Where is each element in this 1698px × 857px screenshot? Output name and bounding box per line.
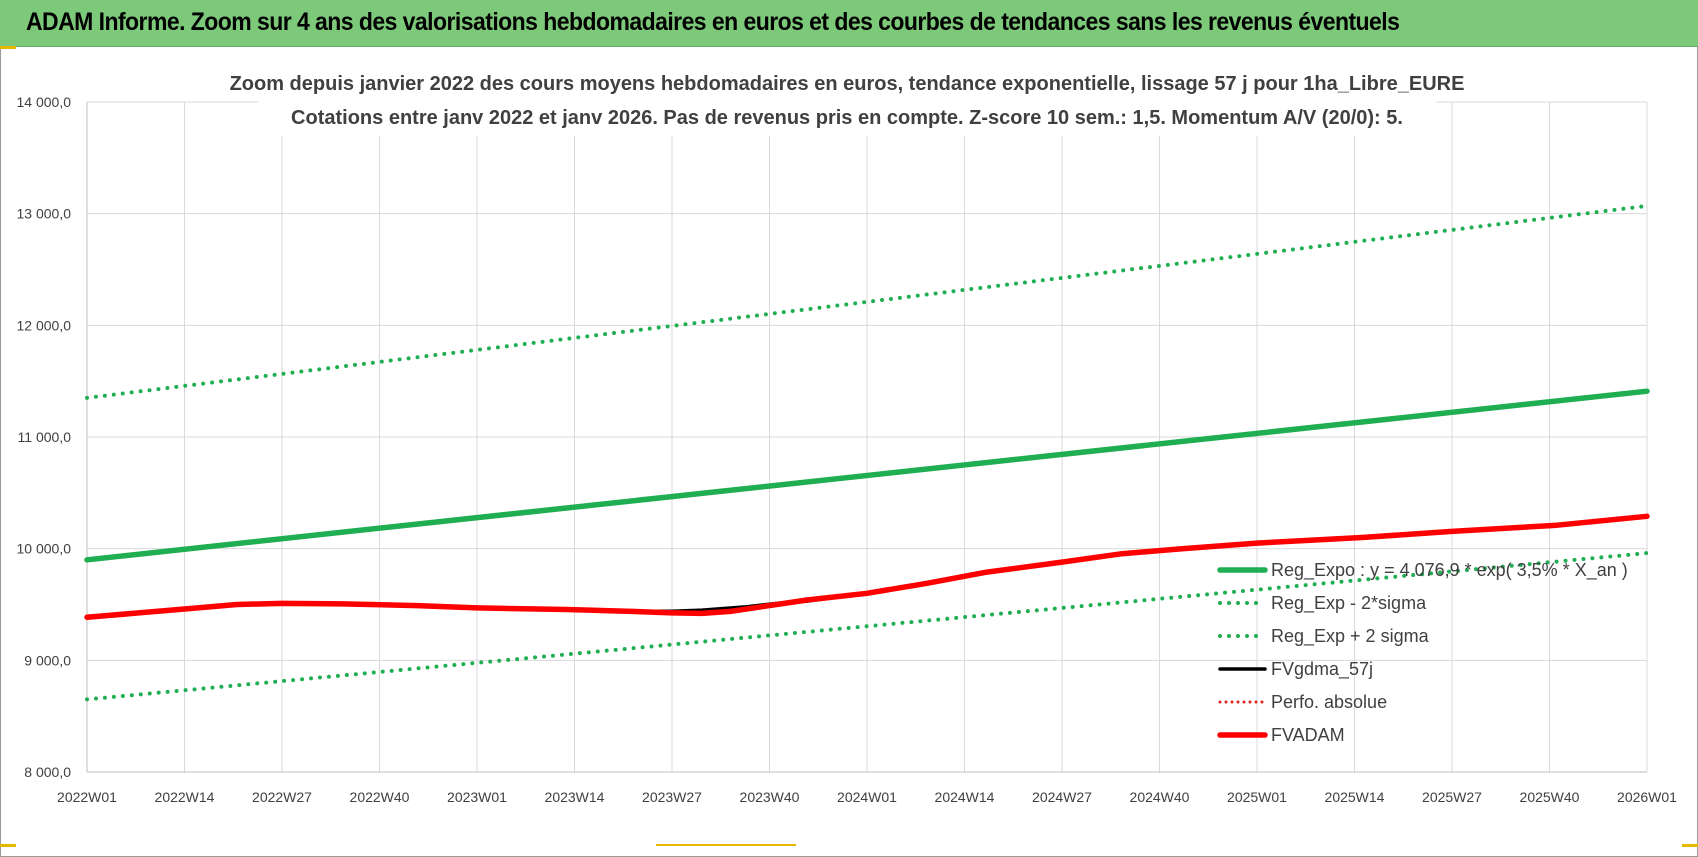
banner-title: ADAM Informe. Zoom sur 4 ans des valoris…: [26, 8, 1400, 36]
chart-title-line-2: Cotations entre janv 2022 et janv 2026. …: [291, 107, 1403, 129]
legend: Reg_Expo : y = 4 076,9 * exp( 3,5% * X_a…: [1217, 560, 1628, 745]
x-tick-label: 2025W27: [1422, 789, 1482, 805]
legend-label: FVgdma_57j: [1271, 659, 1373, 680]
x-tick-label: 2022W14: [155, 789, 215, 805]
x-tick-label: 2024W40: [1130, 789, 1190, 805]
corner-mark-bottom-right: [1682, 844, 1698, 847]
y-tick-label: 10 000,0: [17, 541, 72, 557]
x-tick-label: 2024W14: [935, 789, 995, 805]
x-tick-label: 2023W14: [545, 789, 605, 805]
grid-lines: [86, 101, 1648, 772]
x-tick-label: 2023W27: [642, 789, 702, 805]
series-line-5: [84, 513, 1650, 621]
series-line-1: [85, 551, 1649, 702]
legend-label: Perfo. absolue: [1271, 692, 1387, 712]
series-line-0: [84, 388, 1650, 563]
corner-mark-bottom-center: [656, 844, 796, 846]
chart-title-backdrop: [258, 64, 1436, 136]
chart-title-line-1: Zoom depuis janvier 2022 des cours moyen…: [230, 73, 1465, 95]
x-tick-label: 2024W01: [837, 789, 897, 805]
x-tick-label: 2025W01: [1227, 789, 1287, 805]
series-line-2: [85, 203, 1649, 400]
legend-label: Reg_Exp + 2 sigma: [1271, 626, 1430, 647]
legend-label: Reg_Exp - 2*sigma: [1271, 593, 1427, 614]
y-tick-label: 11 000,0: [18, 429, 72, 445]
y-tick-label: 9 000,0: [24, 652, 71, 668]
axes: [86, 102, 1647, 773]
y-tick-label: 12 000,0: [17, 317, 72, 333]
x-tick-label: 2022W40: [350, 789, 410, 805]
x-tick-label: 2022W01: [57, 789, 117, 805]
corner-mark-top-left: [0, 46, 16, 49]
x-tick-label: 2024W27: [1032, 789, 1092, 805]
x-tick-label: 2023W40: [740, 789, 800, 805]
x-tick-label: 2025W14: [1325, 789, 1385, 805]
x-tick-label: 2025W40: [1520, 789, 1580, 805]
y-tick-label: 13 000,0: [17, 206, 72, 222]
series-group: [84, 203, 1650, 702]
x-tick-label: 2023W01: [447, 789, 507, 805]
title-banner: ADAM Informe. Zoom sur 4 ans des valoris…: [0, 0, 1698, 47]
x-tick-label: 2022W27: [252, 789, 312, 805]
x-axis-tick-labels: 2022W01 2022W14 2022W27 2022W40 2023W01 2023W…: [57, 789, 1677, 805]
x-tick-label: 2026W01: [1617, 789, 1677, 805]
legend-label: Reg_Expo : y = 4 076,9 * exp( 3,5% * X_a…: [1271, 560, 1628, 581]
y-tick-label: 8 000,0: [24, 764, 71, 780]
legend-label: FVADAM: [1271, 725, 1345, 745]
y-tick-label: 14 000,0: [17, 94, 72, 110]
corner-mark-bottom-left: [0, 844, 16, 847]
y-axis-tick-labels: 8 000,0 9 000,0 10 000,0 11 000,0 12 000,0 13…: [17, 94, 72, 780]
